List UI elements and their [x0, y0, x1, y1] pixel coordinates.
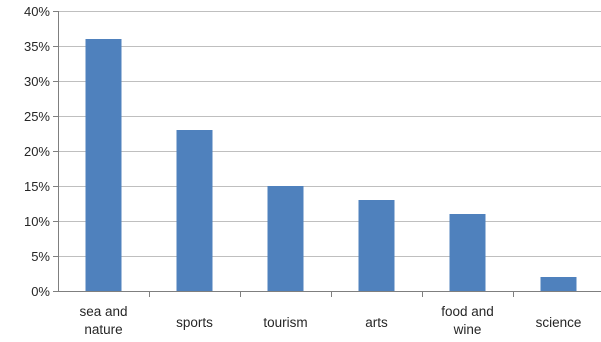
- x-category-label: wine: [453, 322, 482, 337]
- bar: [176, 130, 213, 291]
- bar: [267, 186, 304, 291]
- axes: [53, 11, 601, 297]
- x-category-label: nature: [84, 322, 122, 337]
- y-tick-label: 40%: [24, 4, 50, 19]
- y-tick-label: 20%: [24, 144, 50, 159]
- bar: [85, 39, 122, 291]
- x-category-label: food and: [441, 304, 494, 319]
- x-category-label: science: [536, 315, 582, 330]
- x-category-label: tourism: [263, 315, 307, 330]
- x-category-labels: sea and nature sports tourism arts food and wi…: [79, 304, 581, 337]
- bar: [540, 277, 577, 291]
- y-tick-label: 25%: [24, 109, 50, 124]
- y-tick-label: 10%: [24, 214, 50, 229]
- x-category-label: sea and: [79, 304, 127, 319]
- y-tick-label: 0%: [31, 284, 50, 299]
- bar: [449, 214, 486, 291]
- y-tick-label: 5%: [31, 249, 50, 264]
- x-category-label: sports: [176, 315, 213, 330]
- y-tick-label: 35%: [24, 39, 50, 54]
- y-tick-label: 30%: [24, 74, 50, 89]
- bar: [358, 200, 395, 291]
- bars: [85, 39, 577, 291]
- x-category-label: arts: [365, 315, 388, 330]
- y-tick-labels: 0% 5% 10% 15% 20% 25% 30% 35% 40%: [24, 4, 50, 299]
- y-tick-label: 15%: [24, 179, 50, 194]
- gridlines: [58, 11, 601, 257]
